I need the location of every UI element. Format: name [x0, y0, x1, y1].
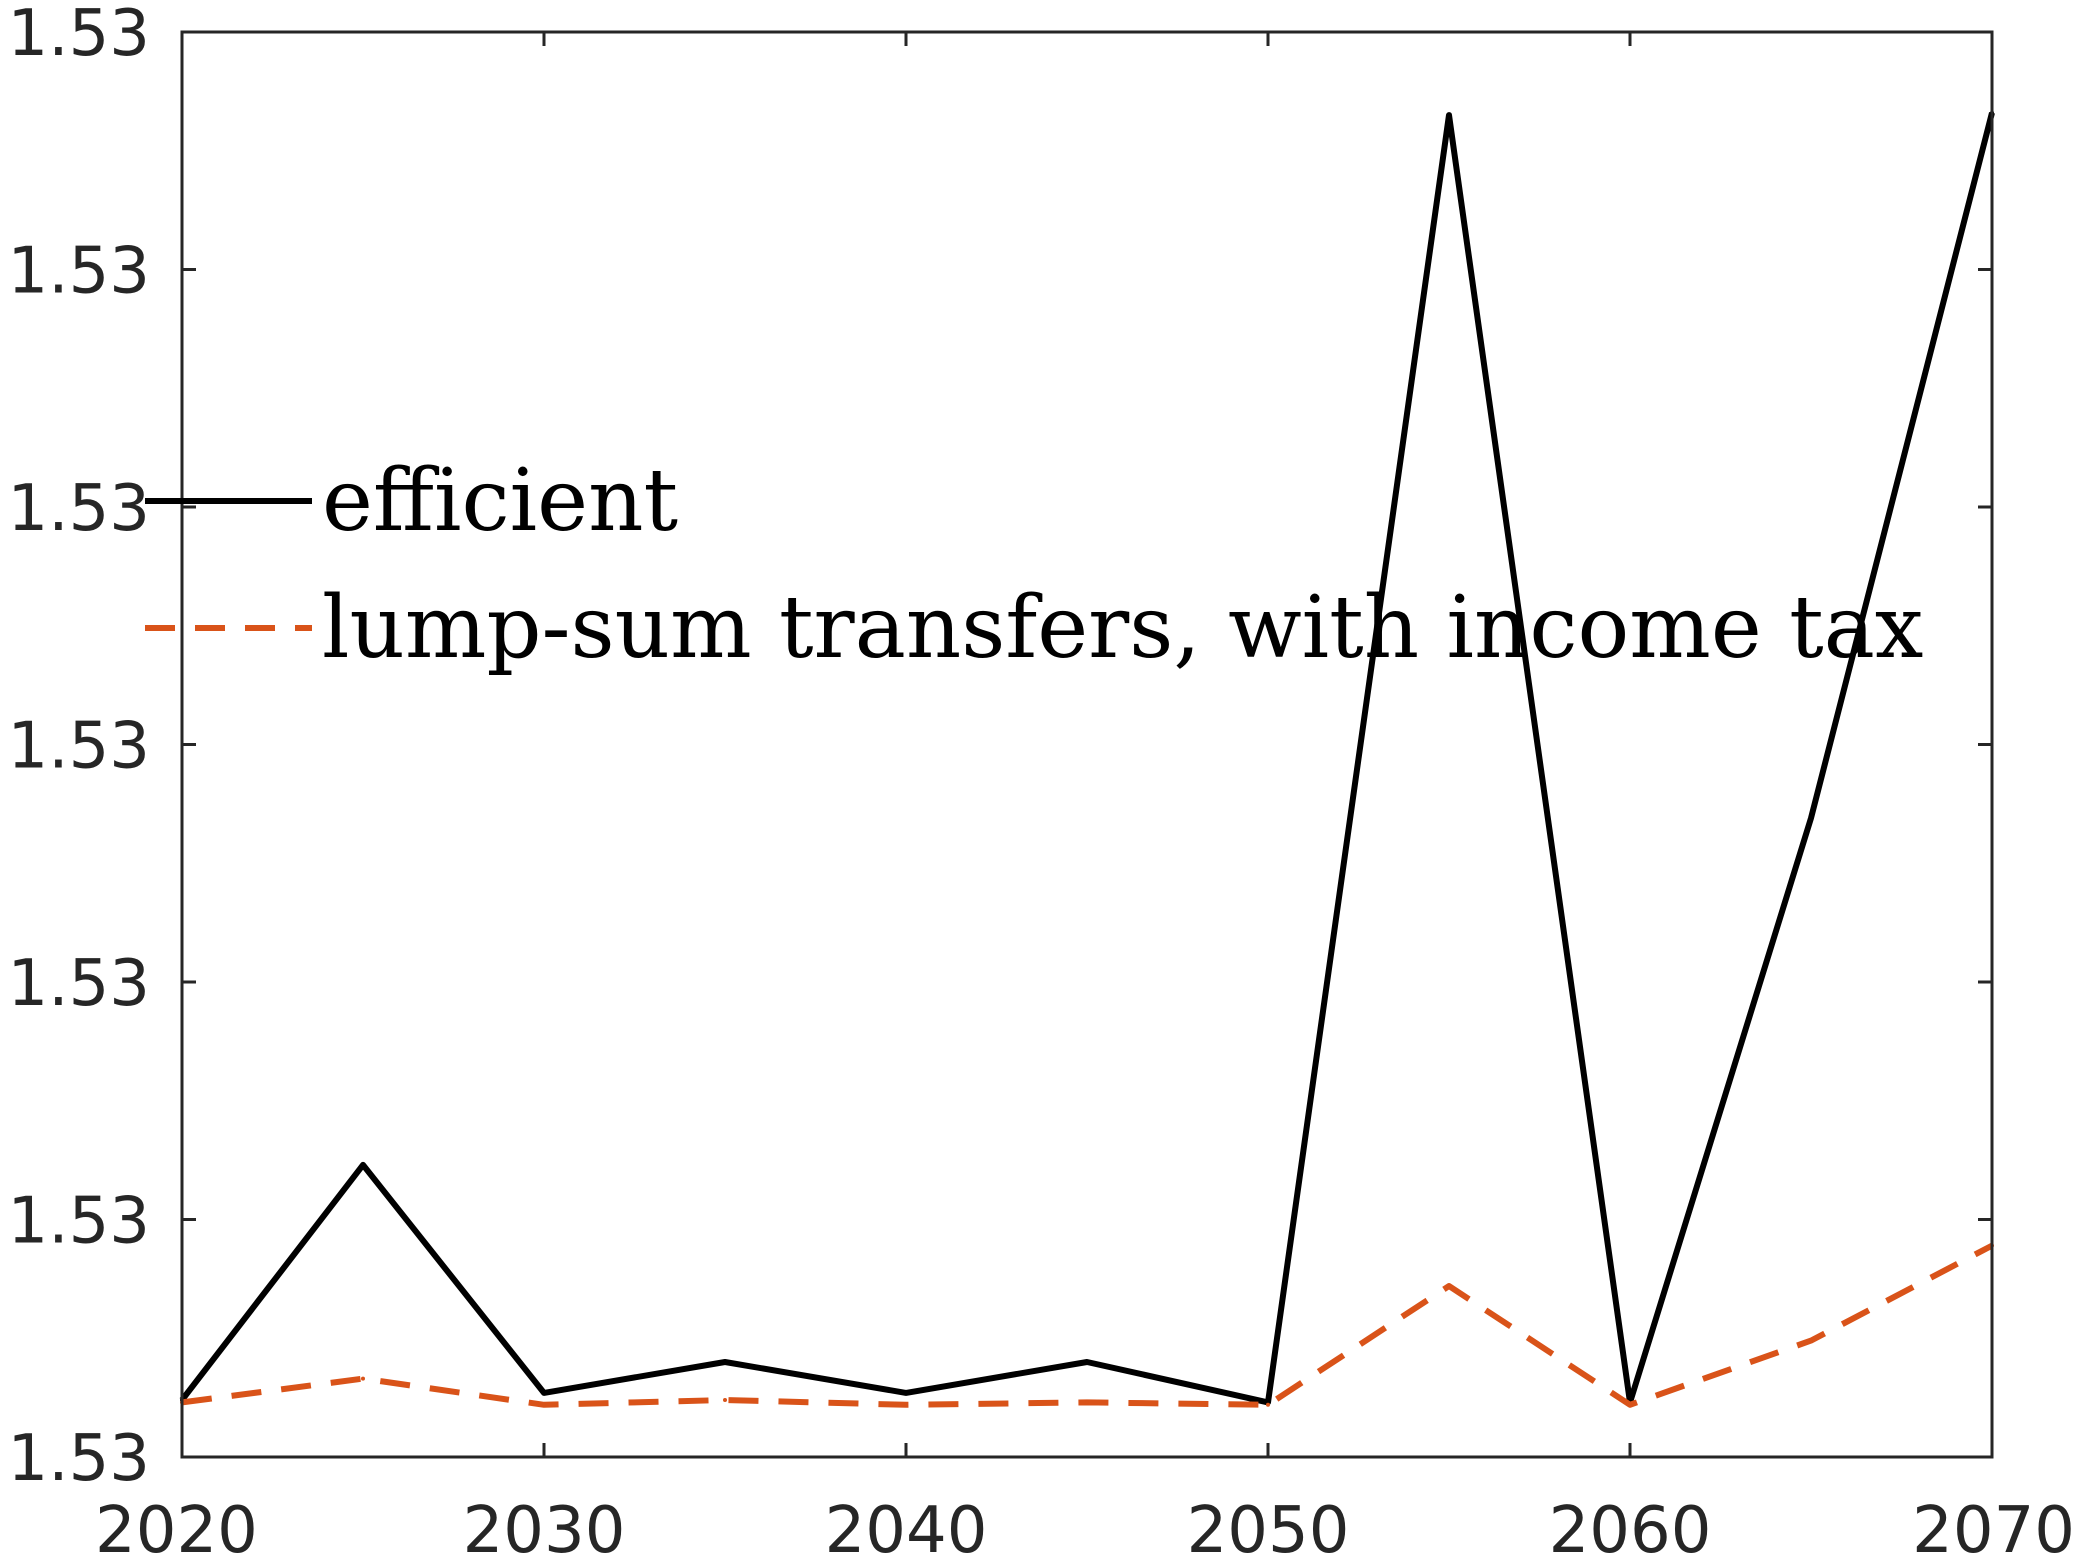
- data-point-1-2: [542, 1402, 546, 1407]
- data-point-1-4: [904, 1402, 908, 1407]
- y-tick-label: 1.53: [8, 1422, 151, 1496]
- y-tick-label: 1.53: [8, 710, 151, 784]
- data-point-0-4: [904, 1390, 908, 1395]
- data-point-0-2: [542, 1390, 546, 1395]
- y-tick-label: 1.53: [8, 0, 151, 71]
- x-tick-label: 2070: [1912, 1494, 2075, 1554]
- data-point-1-9: [1809, 1338, 1813, 1343]
- data-point-1-3: [723, 1398, 727, 1402]
- x-tick-label: 2020: [95, 1494, 258, 1554]
- x-tick-label: 2030: [463, 1494, 626, 1554]
- y-tick-label: 1.53: [8, 235, 151, 309]
- y-tick-label: 1.53: [8, 947, 151, 1021]
- data-point-1-5: [1085, 1400, 1089, 1405]
- y-tick-label: 1.53: [8, 472, 151, 546]
- x-tick-label: 2050: [1187, 1494, 1350, 1554]
- axes-box: [180, 30, 1994, 1459]
- tick-layer: 2020 2030 2040 2050 2060 2070 1.53 1.53 1.53 1.53…: [8, 0, 2076, 1554]
- legend: efficient lump-sum transfers, with incom…: [145, 451, 1923, 678]
- y-tick-label: 1.53: [8, 1185, 151, 1259]
- legend-label-efficient: efficient: [322, 451, 678, 551]
- data-point-0-7: [1447, 113, 1451, 118]
- data-point-1-8: [1628, 1402, 1632, 1407]
- data-point-1-6: [1266, 1402, 1270, 1407]
- data-point-0-1: [361, 1162, 365, 1167]
- data-point-0-9: [1809, 816, 1813, 821]
- legend-label-lump-sum: lump-sum transfers, with income tax: [322, 578, 1923, 678]
- plot-area: [182, 32, 1992, 1457]
- x-tick-label: 2060: [1549, 1494, 1712, 1554]
- data-point-0-5: [1085, 1360, 1089, 1364]
- data-point-1-7: [1447, 1284, 1451, 1288]
- x-tick-label: 2040: [825, 1494, 988, 1554]
- data-point-0-3: [723, 1360, 727, 1364]
- data-point-1-1: [361, 1376, 365, 1381]
